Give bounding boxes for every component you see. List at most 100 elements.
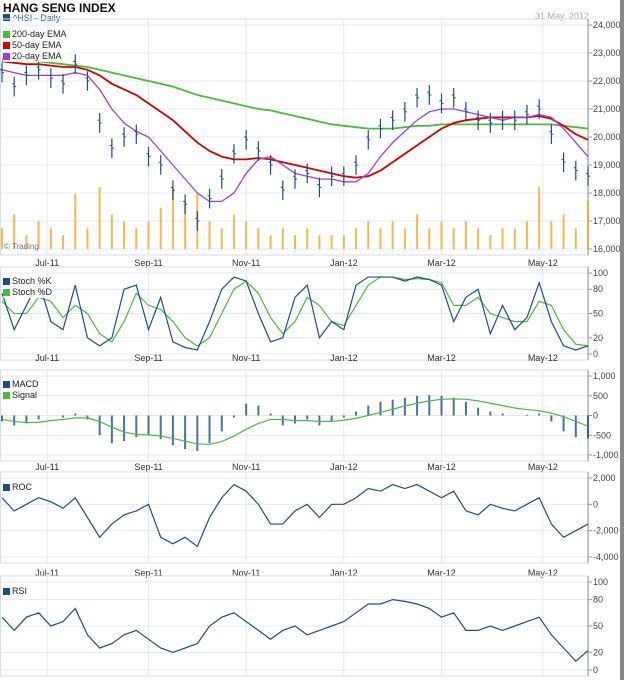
- volume-bar: [538, 187, 541, 249]
- x-tick-label: May-12: [528, 353, 558, 363]
- y-tick-label: 20: [593, 647, 603, 657]
- volume-bar: [562, 214, 565, 249]
- x-tick-label: Jan-12: [330, 353, 358, 363]
- volume-bar: [440, 221, 443, 249]
- chart-title: HANG SENG INDEX: [3, 1, 116, 15]
- symbol-label: ^HSI - Daily: [3, 13, 60, 23]
- stoch-k-line: [1, 276, 589, 351]
- x-tick-label: Sep-11: [134, 568, 162, 578]
- signal-line: [1, 398, 589, 445]
- volume-bar: [281, 228, 284, 249]
- legend-ema20: 20-day EMA: [3, 51, 67, 62]
- volume-bar: [171, 187, 174, 249]
- volume-bar: [37, 221, 40, 249]
- volume-bar: [184, 200, 187, 249]
- volume-bar: [355, 228, 358, 249]
- x-tick-label: Nov-11: [232, 462, 260, 472]
- y-tick-label: 16,000: [593, 244, 621, 254]
- rsi-legend: RSI: [3, 586, 28, 597]
- volume-bar: [74, 193, 77, 249]
- volume-bar: [391, 221, 394, 249]
- x-tick-label: Jan-12: [330, 462, 358, 472]
- volume-bar: [550, 221, 553, 249]
- x-tick-label: Nov-11: [232, 258, 260, 268]
- volume-bar: [587, 200, 589, 249]
- rsi-line: [1, 598, 589, 663]
- volume-bar: [367, 221, 370, 249]
- volume-bar: [403, 228, 406, 249]
- legend-d: Stoch %D: [3, 287, 52, 298]
- x-tick-label: Jul-11: [35, 353, 59, 363]
- volume-bar: [159, 207, 162, 249]
- y-tick-label: -500: [593, 430, 611, 440]
- volume-bar: [501, 228, 504, 249]
- x-tick-label: Jul-11: [35, 568, 59, 578]
- legend-ema50: 50-day EMA: [3, 40, 67, 51]
- volume-bar: [269, 235, 272, 249]
- x-tick-label: Sep-11: [134, 462, 162, 472]
- y-tick-label: 2,000: [593, 473, 616, 483]
- y-tick-label: 18,000: [593, 188, 621, 198]
- volume-bar: [49, 228, 52, 249]
- y-tick-label: 50: [593, 309, 603, 319]
- volume-bar: [257, 228, 260, 249]
- y-tick-label: 0: [593, 499, 598, 509]
- volume-bar: [294, 235, 296, 249]
- symbol-text: ^HSI - Daily: [13, 13, 61, 23]
- panel-frame: [0, 471, 589, 564]
- x-tick-label: Jan-12: [330, 258, 358, 268]
- y-tick-label: -4,000: [593, 552, 619, 562]
- y-tick-label: 80: [593, 595, 603, 605]
- x-tick-label: Jul-11: [35, 462, 59, 472]
- x-tick-label: Nov-11: [232, 568, 260, 578]
- roc-line: [1, 483, 589, 548]
- y-tick-label: 50: [593, 621, 603, 631]
- y-tick-label: 20,000: [593, 132, 621, 142]
- x-tick-label: Mar-12: [427, 568, 456, 578]
- volume-bar: [464, 221, 467, 249]
- volume-bar: [86, 228, 89, 249]
- y-tick-label: 23,000: [593, 48, 621, 58]
- volume-bar: [123, 221, 126, 249]
- macd-legend: MACD Signal: [3, 379, 39, 401]
- y-tick-label: 100: [593, 268, 608, 278]
- x-tick-label: Nov-11: [232, 353, 260, 363]
- legend-macd: MACD: [3, 379, 39, 390]
- volume-bar: [416, 214, 419, 249]
- stoch-d-line: [1, 276, 589, 347]
- legend-ema200: 200-day EMA: [3, 29, 67, 40]
- price-legend: 200-day EMA 50-day EMA 20-day EMA: [3, 29, 67, 62]
- x-tick-label: May-12: [528, 258, 558, 268]
- volume-bar: [220, 228, 223, 249]
- volume-bar: [208, 221, 211, 249]
- volume-bar: [574, 228, 577, 249]
- x-tick-label: Jan-12: [330, 568, 358, 578]
- volume-bar: [379, 228, 382, 249]
- y-tick-label: 80: [593, 284, 603, 294]
- volume-bar: [13, 214, 16, 249]
- y-tick-label: 0: [593, 411, 598, 421]
- volume-bar: [62, 235, 65, 249]
- volume-bar: [477, 228, 480, 249]
- volume-bar: [513, 228, 516, 249]
- y-tick-label: 24,000: [593, 20, 621, 30]
- x-tick-label: Sep-11: [134, 258, 162, 268]
- x-tick-label: Mar-12: [427, 462, 456, 472]
- y-tick-label: 1,000: [593, 371, 616, 381]
- volume-bar: [452, 228, 455, 249]
- x-tick-label: May-12: [528, 568, 558, 578]
- stoch-legend: Stoch %K Stoch %D: [3, 276, 53, 298]
- volume-bar: [98, 187, 101, 249]
- y-tick-label: 0: [593, 349, 598, 359]
- y-tick-label: 0: [593, 665, 598, 675]
- legend-signal: Signal: [3, 390, 39, 401]
- roc-legend: ROC: [3, 482, 32, 493]
- volume-bar: [306, 228, 309, 249]
- y-tick-label: 19,000: [593, 160, 621, 170]
- window-edge: [620, 0, 624, 680]
- y-tick-label: -1,000: [593, 450, 619, 460]
- y-tick-label: -2,000: [593, 526, 619, 536]
- watermark: © Trading: [4, 242, 39, 251]
